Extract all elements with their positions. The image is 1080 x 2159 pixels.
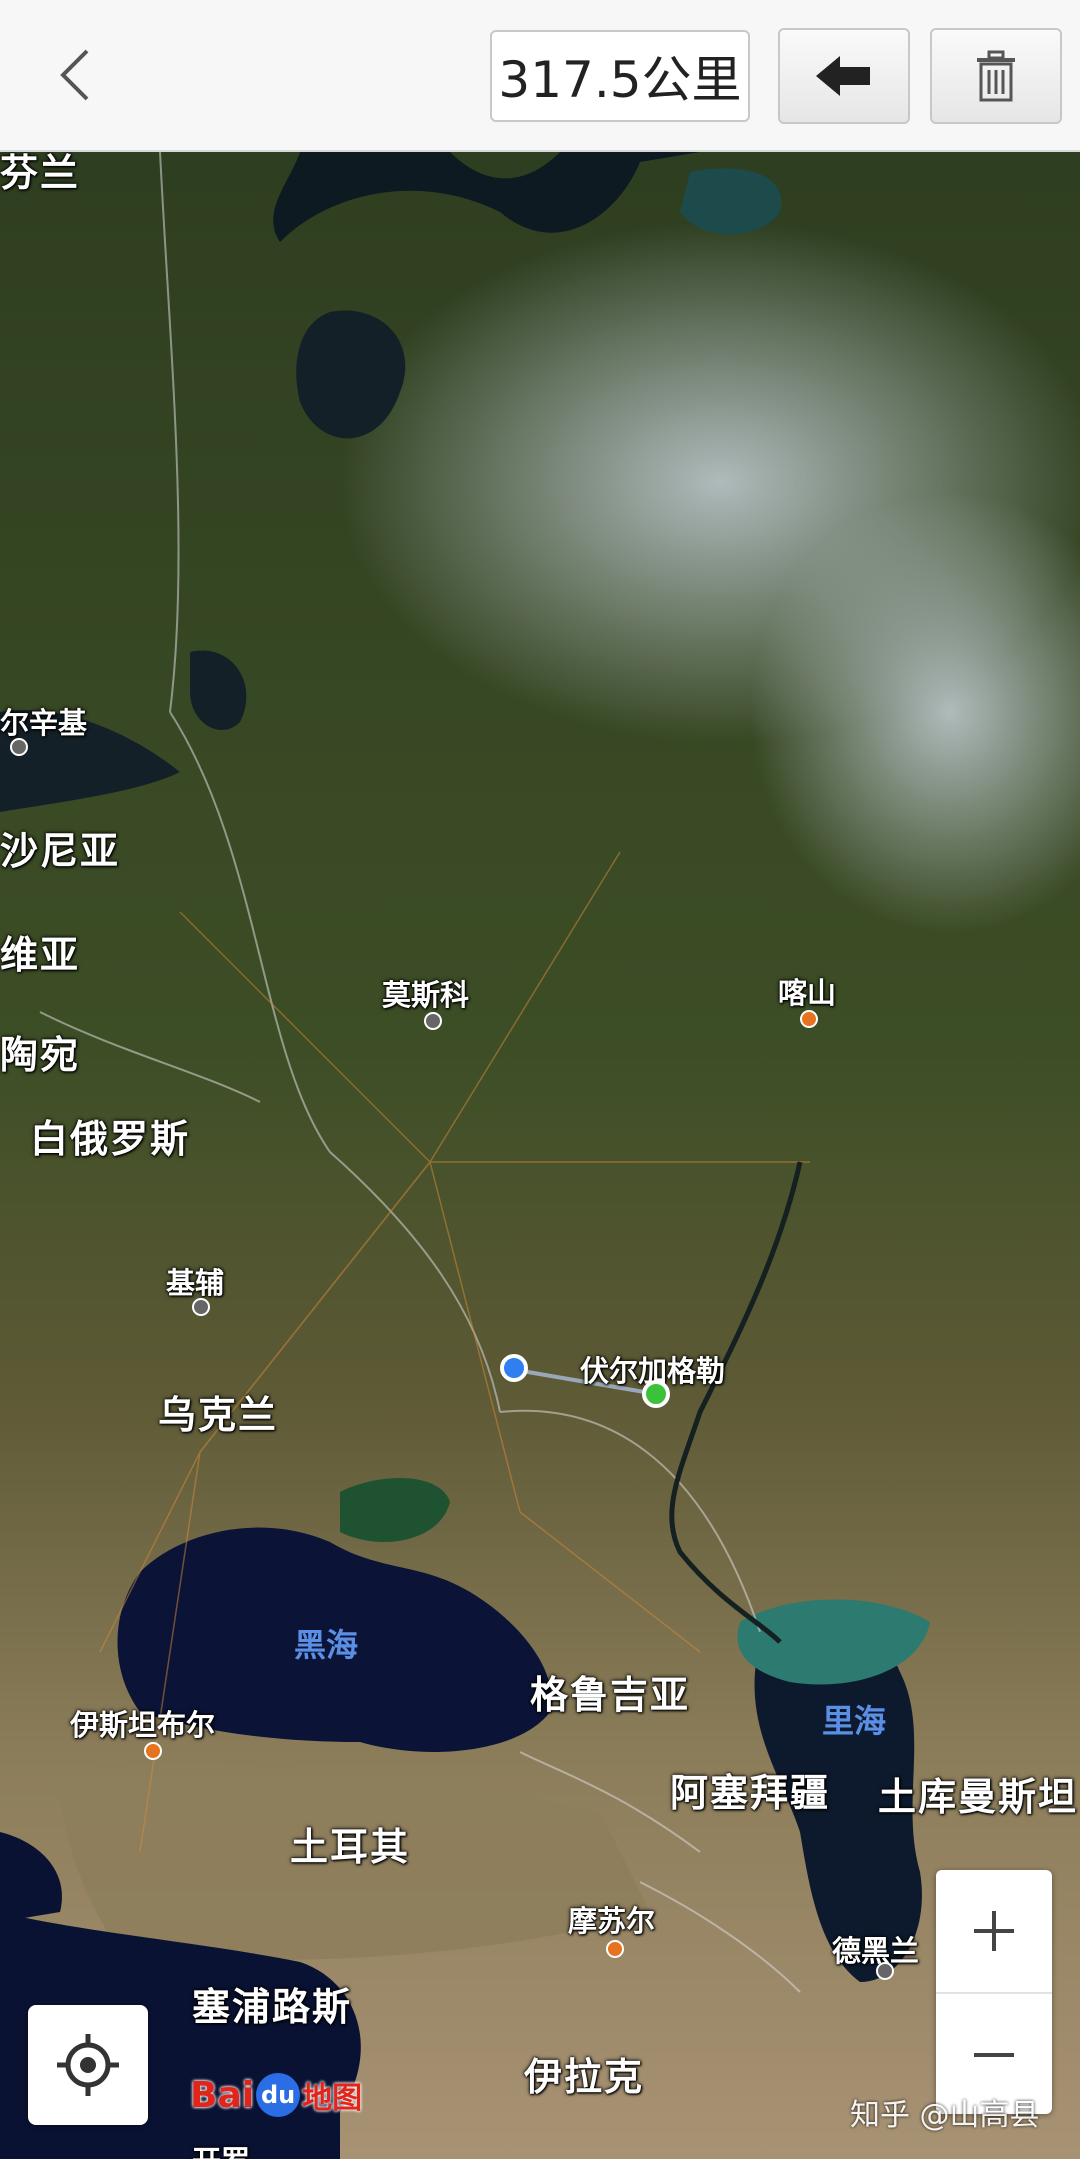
black-sea-water — [117, 1527, 552, 1752]
city-dot — [876, 1962, 894, 1980]
city-dot — [192, 1298, 210, 1316]
label-moscow: 莫斯科 — [382, 978, 470, 1012]
label-helsinki: 尔辛基 — [0, 706, 88, 740]
minus-icon — [974, 2053, 1014, 2057]
anatolia — [60, 1764, 650, 1960]
label-kazan: 喀山 — [778, 976, 837, 1010]
undo-button[interactable] — [778, 28, 910, 124]
logo-bai: Bai — [190, 2074, 255, 2116]
zoom-out-button[interactable] — [936, 1992, 1052, 2116]
label-cyprus: 塞浦路斯 — [192, 1985, 353, 2029]
plus-icon — [974, 1911, 1014, 1951]
label-lithuania: 陶宛 — [0, 1033, 81, 1077]
lake-peipus — [190, 650, 247, 731]
chevron-left-icon — [60, 49, 89, 101]
label-latvia: 维亚 — [0, 933, 81, 977]
measure-end-point[interactable] — [642, 1380, 670, 1408]
white-sea — [273, 152, 700, 242]
label-turkmenistan: 土库曼斯坦 — [878, 1775, 1079, 1819]
trash-icon — [977, 50, 1015, 102]
measure-toolbar: 317.5公里 — [0, 0, 1080, 152]
label-azerbaijan: 阿塞拜疆 — [670, 1771, 831, 1815]
road-network — [99, 851, 810, 1853]
northern-lake — [680, 168, 782, 235]
lake-onega — [296, 310, 406, 439]
label-estonia: 沙尼亚 — [0, 829, 121, 873]
watermark: 知乎 @山高县 — [850, 2098, 1040, 2133]
label-tehran: 德黑兰 — [832, 1934, 920, 1968]
delete-button[interactable] — [930, 28, 1062, 124]
city-dot — [606, 1940, 624, 1958]
baltic-sea — [0, 710, 180, 812]
label-mosul: 摩苏尔 — [568, 1904, 656, 1938]
country-borders — [39, 152, 801, 1993]
zoom-in-button[interactable] — [936, 1870, 1052, 1992]
label-caspian: 里海 — [822, 1702, 887, 1740]
label-iraq: 伊拉克 — [524, 2055, 645, 2099]
city-dot — [144, 1742, 162, 1760]
caspian-water — [754, 1625, 922, 1982]
back-button[interactable] — [30, 30, 120, 120]
zoom-control — [936, 1870, 1052, 2114]
city-dot — [800, 1010, 818, 1028]
label-belarus: 白俄罗斯 — [30, 1117, 191, 1161]
arrow-left-icon — [816, 56, 870, 96]
volga-river — [669, 1161, 803, 1644]
baidu-map-logo: Bai du 地图 — [190, 2060, 362, 2130]
label-turkey: 土耳其 — [290, 1825, 411, 1869]
locate-button[interactable] — [28, 2005, 148, 2125]
label-ukraine: 乌克兰 — [158, 1393, 279, 1437]
aegean-water — [0, 1832, 62, 1922]
sea-of-azov — [340, 1478, 450, 1542]
map-background — [0, 152, 1080, 2159]
label-kyiv: 基辅 — [166, 1266, 225, 1300]
label-black-sea: 黑海 — [294, 1626, 359, 1664]
logo-du: du — [256, 2073, 301, 2117]
snow-cover — [750, 492, 1080, 932]
city-dot — [424, 1012, 442, 1030]
label-georgia: 格鲁吉亚 — [530, 1673, 691, 1717]
city-dot — [10, 738, 28, 756]
caspian-north-shallow — [737, 1599, 930, 1685]
distance-readout: 317.5公里 — [490, 30, 750, 122]
logo-map: 地图 — [302, 2081, 363, 2116]
crosshair-icon — [57, 2034, 119, 2096]
measure-start-point[interactable] — [500, 1354, 528, 1382]
label-cairo-fragment: 开罗 — [192, 2138, 250, 2159]
measure-line — [515, 1368, 657, 1396]
label-istanbul: 伊斯坦布尔 — [70, 1708, 216, 1742]
satellite-map[interactable]: 芬兰 尔辛基 沙尼亚 维亚 陶宛 莫斯科 喀山 白俄罗斯 基辅 乌克兰 伏尔加格… — [0, 152, 1080, 2159]
label-finland-fragment: 芬兰 — [0, 152, 81, 195]
